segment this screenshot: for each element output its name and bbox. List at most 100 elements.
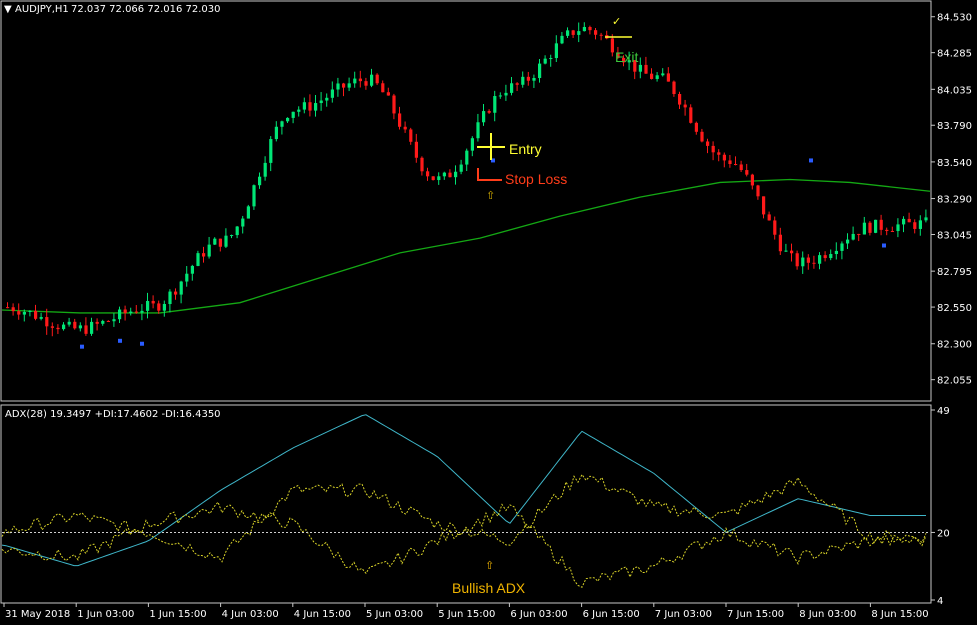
candle-body: [773, 220, 777, 235]
candle-body: [213, 238, 217, 245]
candle-body: [370, 74, 374, 86]
candle-body: [515, 83, 519, 85]
candle-body: [924, 217, 928, 221]
candle-body: [778, 234, 782, 252]
candle-body: [34, 310, 38, 319]
candle-body: [392, 95, 396, 114]
price-tick-label: 83.045: [937, 230, 972, 241]
candle-body: [622, 57, 626, 63]
candle-body: [459, 164, 463, 172]
candle-body: [644, 64, 648, 74]
time-tick-label: 8 Jun 15:00: [871, 609, 928, 620]
candle-body: [73, 321, 77, 329]
candle-body: [375, 74, 379, 84]
price-tick-label: 84.285: [937, 49, 972, 60]
candle-body: [678, 93, 682, 105]
candle-body: [633, 60, 637, 72]
candle-body: [28, 310, 32, 312]
candle-body: [246, 206, 250, 219]
time-tick-label: 7 Jun 15:00: [727, 609, 784, 620]
candlesticks: [6, 22, 928, 337]
time-tick-label: 31 May 2018: [5, 609, 70, 620]
candle-body: [207, 244, 211, 257]
candle-body: [812, 262, 816, 264]
price-tick-label: 82.550: [937, 303, 972, 314]
candle-body: [123, 309, 127, 314]
candle-body: [750, 174, 754, 186]
candle-body: [17, 311, 21, 315]
candle-body: [280, 121, 284, 127]
time-tick-label: 6 Jun 03:00: [510, 609, 567, 620]
candle-body: [342, 83, 346, 88]
candle-body: [840, 243, 844, 251]
candle-body: [577, 31, 581, 35]
candle-body: [62, 324, 66, 330]
candle-body: [146, 300, 150, 311]
time-tick-label: 5 Jun 15:00: [438, 609, 495, 620]
time-tick-label: 4 Jun 15:00: [294, 609, 351, 620]
candle-body: [50, 326, 54, 328]
signal-dot: [809, 158, 813, 163]
candle-body: [487, 111, 491, 113]
price-panel[interactable]: [0, 0, 932, 402]
candle-body: [762, 196, 766, 215]
candle-body: [526, 76, 530, 81]
dropdown-triangle-icon[interactable]: ▼: [4, 4, 12, 15]
candle-body: [862, 222, 866, 235]
candle-body: [448, 172, 452, 178]
candle-body: [549, 58, 553, 60]
time-tick-label: 7 Jun 03:00: [655, 609, 712, 620]
candle-body: [655, 75, 659, 79]
candle-body: [913, 222, 917, 229]
candle-body: [902, 218, 906, 225]
candle-body: [364, 81, 368, 86]
candle-body: [543, 58, 547, 64]
candle-body: [381, 83, 385, 93]
entry-label: Entry: [509, 141, 542, 157]
candle-body: [67, 321, 71, 325]
candle-body: [538, 63, 542, 79]
candle-body: [196, 253, 200, 266]
candle-body: [269, 139, 273, 163]
signal-dots: [80, 158, 886, 349]
candle-body: [319, 100, 323, 104]
candle-body: [521, 76, 525, 85]
time-tick-label: 1 Jun 15:00: [149, 609, 206, 620]
candle-body: [722, 154, 726, 161]
candle-body: [504, 92, 508, 96]
price-tick-label: 84.530: [937, 13, 972, 24]
adx-panel[interactable]: [0, 404, 932, 604]
candle-body: [174, 291, 178, 295]
candle-body: [610, 38, 614, 53]
candle-body: [431, 176, 435, 181]
plus-di-line: [1, 473, 927, 563]
candle-body: [302, 102, 306, 110]
candle-body: [202, 253, 206, 257]
candle-body: [78, 325, 82, 329]
candle-body: [414, 141, 418, 158]
candle-body: [666, 73, 670, 82]
stop-loss-label: Stop Loss: [505, 171, 567, 187]
candle-body: [22, 311, 26, 315]
candle-body: [638, 64, 642, 72]
candle-body: [532, 78, 536, 81]
candle-body: [90, 321, 94, 334]
candle-body: [582, 26, 586, 32]
candle-body: [252, 185, 256, 207]
adx-tick-label: 4: [937, 596, 943, 607]
candle-body: [616, 52, 620, 58]
candle-body: [45, 317, 49, 327]
candle-body: [627, 60, 631, 63]
time-tick-label: 8 Jun 03:00: [799, 609, 856, 620]
candle-body: [95, 321, 99, 324]
candle-body: [896, 224, 900, 232]
candle-body: [353, 78, 357, 84]
candle-body: [386, 92, 390, 96]
candle-body: [263, 162, 267, 177]
candle-body: [437, 176, 441, 181]
candle-body: [554, 43, 558, 59]
candle-body: [297, 109, 301, 112]
candle-body: [224, 235, 228, 247]
price-axis: 84.530 84.285 84.035 83.790 83.540 83.290 83.0…: [931, 13, 972, 387]
